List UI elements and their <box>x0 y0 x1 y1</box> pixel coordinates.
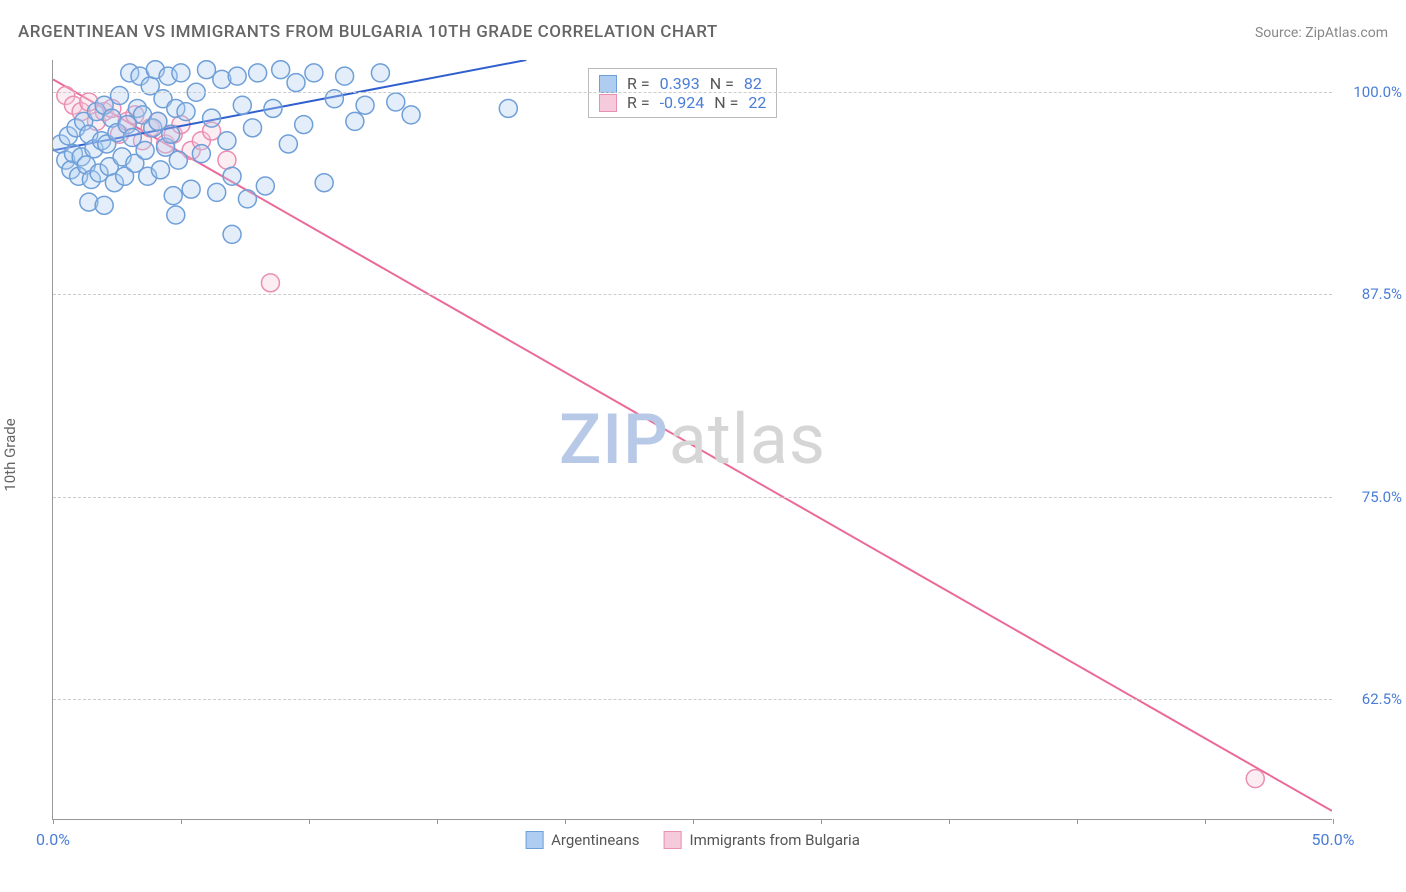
y-tick-label: 62.5% <box>1362 690 1402 708</box>
bottom-legend: Argentineans Immigrants from Bulgaria <box>525 831 860 849</box>
gridline <box>53 497 1332 498</box>
legend-label-a: Argentineans <box>551 831 639 849</box>
chart-svg <box>53 60 1332 819</box>
legend-label-b: Immigrants from Bulgaria <box>689 831 859 849</box>
swatch-series-b-icon <box>663 831 681 849</box>
x-tick <box>949 819 950 824</box>
x-tick <box>693 819 694 824</box>
swatch-series-a <box>599 75 617 93</box>
legend-item-b: Immigrants from Bulgaria <box>663 831 859 849</box>
x-tick-label: 50.0% <box>1312 830 1355 849</box>
legend-item-a: Argentineans <box>525 831 639 849</box>
x-tick <box>565 819 566 824</box>
x-tick <box>53 819 54 824</box>
gridline <box>53 294 1332 295</box>
watermark: ZIPatlas <box>559 399 826 481</box>
stats-row-a: R = 0.393 N = 82 <box>599 74 766 93</box>
y-tick-label: 87.5% <box>1362 285 1402 303</box>
x-tick-label: 0.0% <box>36 830 70 849</box>
swatch-series-a-icon <box>525 831 543 849</box>
x-tick <box>1077 819 1078 824</box>
stats-row-b: R = -0.924 N = 22 <box>599 93 766 112</box>
x-tick <box>1205 819 1206 824</box>
chart-title: ARGENTINEAN VS IMMIGRANTS FROM BULGARIA … <box>18 22 718 42</box>
x-tick <box>181 819 182 824</box>
x-tick <box>1333 819 1334 824</box>
y-tick-label: 100.0% <box>1353 83 1402 101</box>
x-tick <box>437 819 438 824</box>
y-axis-label: 10th Grade <box>1 418 19 491</box>
gridline <box>53 699 1332 700</box>
gridline <box>53 92 1332 93</box>
y-tick-label: 75.0% <box>1362 488 1402 506</box>
x-tick <box>309 819 310 824</box>
x-tick <box>821 819 822 824</box>
swatch-series-b <box>599 94 617 112</box>
chart-plot-area: ZIPatlas R = 0.393 N = 82 R = -0.924 N =… <box>52 60 1332 820</box>
source-label: Source: ZipAtlas.com <box>1255 25 1388 41</box>
